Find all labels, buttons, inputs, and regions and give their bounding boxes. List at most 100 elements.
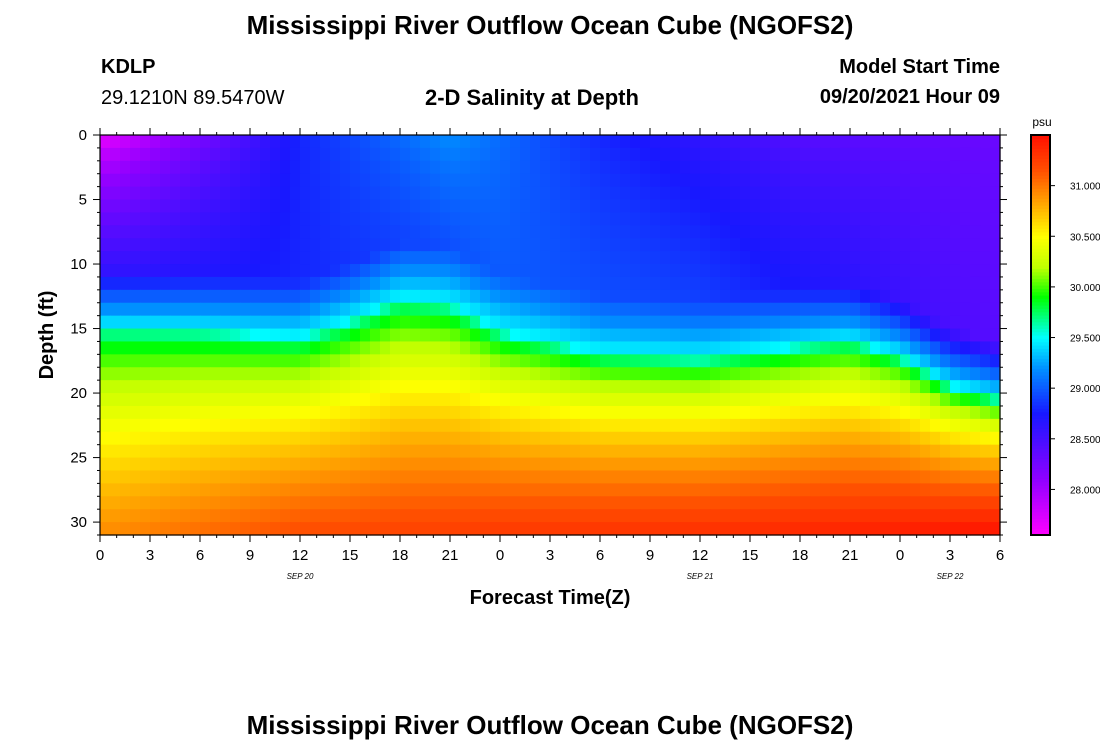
heatmap-cell — [490, 173, 501, 188]
main-title: Mississippi River Outflow Ocean Cube (NG… — [246, 10, 854, 40]
heatmap-cell — [290, 496, 301, 510]
heatmap-cell — [230, 354, 241, 368]
heatmap-cell — [360, 483, 371, 497]
heatmap-cell — [660, 315, 671, 330]
heatmap-cell — [670, 380, 681, 394]
heatmap-cell — [870, 431, 881, 446]
heatmap-cell — [960, 496, 971, 510]
heatmap-cell — [750, 354, 761, 368]
heatmap-cell — [910, 147, 921, 162]
heatmap-cell — [110, 418, 121, 433]
heatmap-cell — [240, 264, 251, 278]
heatmap-cell — [110, 354, 121, 368]
heatmap-cell — [580, 199, 591, 214]
heatmap-cell — [640, 264, 651, 278]
heatmap-cell — [520, 212, 531, 226]
heatmap-cell — [880, 483, 891, 497]
heatmap-cell — [850, 496, 861, 510]
heatmap-cell — [290, 135, 301, 149]
heatmap-cell — [160, 380, 171, 394]
heatmap-cell — [490, 328, 501, 343]
heatmap-cell — [650, 431, 661, 446]
heatmap-cell — [200, 251, 211, 265]
heatmap-cell — [560, 173, 571, 188]
heatmap-cell — [620, 470, 631, 484]
heatmap-cell — [620, 315, 631, 330]
heatmap-cell — [310, 212, 321, 226]
heatmap-cell — [520, 225, 531, 239]
heatmap-cell — [380, 160, 391, 175]
heatmap-cell — [850, 225, 861, 239]
heatmap-cell — [510, 483, 521, 497]
heatmap-cell — [990, 354, 1001, 368]
heatmap-cell — [940, 135, 951, 149]
heatmap-cell — [680, 393, 691, 407]
heatmap-cell — [730, 315, 741, 330]
heatmap-cell — [910, 367, 921, 381]
heatmap-cell — [370, 225, 381, 239]
heatmap-cell — [650, 354, 661, 368]
heatmap-cell — [890, 135, 901, 149]
heatmap-cell — [840, 135, 851, 149]
heatmap-cell — [410, 444, 421, 459]
heatmap-cell — [200, 431, 211, 446]
heatmap-cell — [750, 199, 761, 214]
heatmap-cell — [590, 264, 601, 278]
heatmap-cell — [380, 509, 391, 523]
heatmap-cell — [850, 470, 861, 484]
heatmap-cell — [680, 470, 691, 484]
heatmap-cell — [900, 276, 911, 291]
heatmap-cell — [990, 457, 1001, 472]
heatmap-cell — [650, 212, 661, 226]
heatmap-cell — [920, 341, 931, 355]
heatmap-cell — [420, 444, 431, 459]
heatmap-cell — [320, 341, 331, 355]
heatmap-cell — [230, 405, 241, 420]
heatmap-cell — [160, 302, 171, 317]
heatmap-cell — [710, 328, 721, 343]
heatmap-cell — [340, 341, 351, 355]
heatmap-cell — [660, 354, 671, 368]
colorbar-swatch — [1031, 281, 1050, 286]
heatmap-cell — [920, 457, 931, 472]
heatmap-cell — [800, 509, 811, 523]
colorbar-swatch — [1031, 225, 1050, 229]
colorbar-swatch — [1031, 198, 1050, 203]
heatmap-cell — [130, 405, 141, 420]
heatmap-cell — [780, 341, 791, 355]
heatmap-cell — [350, 251, 361, 265]
heatmap-cell — [510, 470, 521, 484]
heatmap-cell — [160, 173, 171, 188]
colorbar-swatch — [1031, 315, 1050, 319]
colorbar-swatch — [1031, 188, 1050, 193]
heatmap-cell — [900, 509, 911, 523]
heatmap-cell — [280, 225, 291, 239]
x-tick-label: 3 — [146, 547, 154, 564]
heatmap-cell — [240, 380, 251, 394]
heatmap-cell — [890, 367, 901, 381]
heatmap-cell — [970, 328, 981, 343]
heatmap-cell — [260, 251, 271, 265]
heatmap-cell — [980, 354, 991, 368]
heatmap-cell — [880, 199, 891, 214]
heatmap-cell — [290, 225, 301, 239]
plot-title: 2-D Salinity at Depth — [425, 85, 639, 110]
heatmap-cell — [110, 315, 121, 330]
heatmap-cell — [120, 135, 131, 149]
heatmap-cell — [830, 380, 841, 394]
heatmap-cell — [630, 483, 641, 497]
colorbar: 28.00028.50029.00029.50030.00030.50031.0… — [1030, 134, 1100, 536]
heatmap-cell — [610, 522, 621, 536]
heatmap-cell — [510, 199, 521, 214]
heatmap-cell — [190, 212, 201, 226]
heatmap-cell — [810, 212, 821, 226]
heatmap-cell — [240, 276, 251, 291]
heatmap-cell — [260, 405, 271, 420]
heatmap-cell — [500, 418, 511, 433]
heatmap-cell — [980, 496, 991, 510]
heatmap-cell — [200, 302, 211, 317]
heatmap-cell — [140, 135, 151, 149]
heatmap-cell — [320, 147, 331, 162]
heatmap-cell — [510, 173, 521, 188]
heatmap-cell — [220, 238, 231, 252]
